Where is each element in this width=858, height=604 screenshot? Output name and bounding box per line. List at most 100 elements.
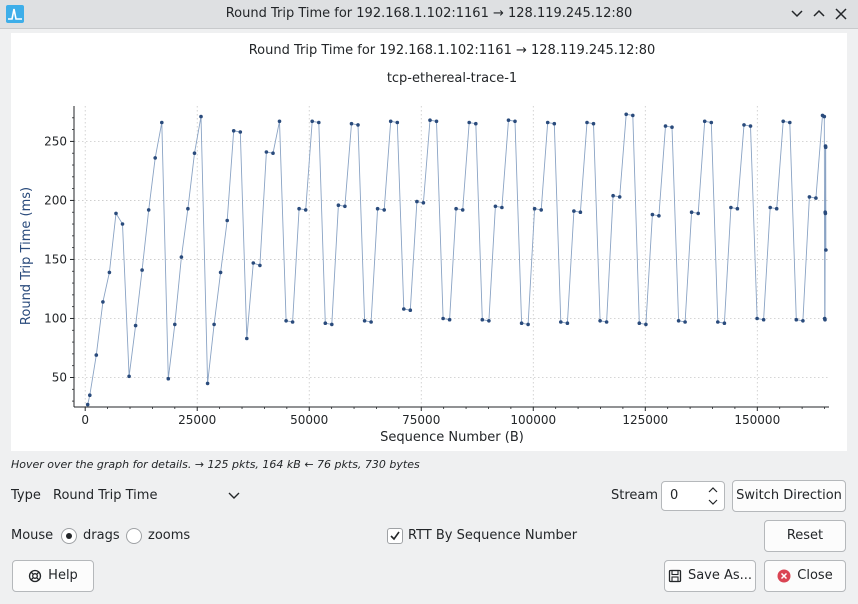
rtt-point	[271, 151, 275, 155]
title-bar: Round Trip Time for 192.168.1.102:1161 →…	[0, 0, 858, 29]
y-tick-label: 100	[44, 311, 67, 325]
rtt-point	[120, 222, 125, 226]
graph-area[interactable]: Round Trip Time for 192.168.1.102:1161 →…	[11, 33, 847, 451]
rtt-point	[768, 205, 772, 210]
rtt-point	[611, 193, 615, 198]
rtt-point	[382, 208, 387, 212]
rtt-point	[807, 195, 812, 199]
rtt-point	[114, 211, 118, 216]
reset-button[interactable]: Reset	[764, 520, 846, 552]
chevron-up-icon	[813, 9, 825, 17]
rtt-point	[676, 319, 681, 323]
rtt-point	[801, 319, 805, 323]
close-label: Close	[797, 568, 833, 583]
x-axis-label: Sequence Number (B)	[380, 430, 524, 445]
rtt-point	[748, 124, 753, 128]
rtt-point	[689, 210, 694, 214]
rtt-point	[434, 119, 439, 124]
rtt-point	[761, 317, 766, 322]
y-tick-label: 200	[44, 193, 67, 207]
rtt-point	[617, 195, 622, 199]
rtt-point	[343, 204, 347, 209]
rtt-point	[696, 211, 700, 216]
rtt-point	[663, 124, 668, 128]
spin-down-icon[interactable]	[707, 497, 719, 507]
rtt-point	[428, 118, 432, 122]
rtt-point	[369, 320, 373, 324]
rtt-by-seq-label[interactable]: RTT By Sequence Number	[408, 528, 578, 543]
rtt-point	[447, 317, 452, 322]
rtt-point	[421, 201, 426, 205]
rtt-point	[133, 323, 138, 328]
rtt-point	[637, 321, 642, 326]
rtt-point	[460, 208, 465, 212]
rtt-point	[532, 206, 537, 211]
type-combo[interactable]: Round Trip Time	[44, 482, 250, 510]
rtt-point	[388, 119, 393, 124]
rtt-point	[356, 123, 360, 127]
rtt-point	[670, 125, 674, 129]
rtt-point	[559, 320, 563, 324]
rtt-point	[153, 156, 157, 160]
switch-direction-button[interactable]: Switch Direction	[732, 480, 846, 512]
rtt-point	[824, 248, 828, 252]
rtt-point	[402, 307, 406, 311]
rtt-point	[467, 120, 472, 125]
rtt-point	[722, 321, 727, 326]
save-as-label: Save As...	[687, 568, 753, 583]
rtt-point	[814, 196, 818, 200]
rtt-point	[822, 114, 827, 119]
rtt-point	[303, 208, 308, 212]
rtt-chart[interactable]: Round Trip Time for 192.168.1.102:1161 →…	[11, 33, 847, 451]
rtt-point	[362, 319, 367, 323]
y-tick-label: 250	[44, 134, 67, 148]
rtt-point	[317, 120, 321, 125]
spin-up-icon[interactable]	[707, 485, 719, 495]
rtt-point	[578, 210, 583, 214]
rtt-point	[85, 402, 90, 407]
rtt-point	[604, 320, 609, 324]
save-as-button[interactable]: Save As...	[664, 560, 756, 592]
close-icon	[835, 8, 847, 20]
chevron-down-icon	[228, 492, 240, 499]
rtt-point	[709, 120, 714, 125]
rtt-point	[88, 393, 92, 398]
rtt-point	[454, 206, 458, 211]
stream-value: 0	[670, 488, 679, 503]
zooms-radio[interactable]	[126, 528, 142, 544]
rtt-point	[500, 205, 504, 210]
rtt-point	[323, 321, 328, 326]
rtt-point	[127, 374, 131, 379]
rtt-point	[140, 268, 144, 272]
help-button[interactable]: Help	[12, 560, 94, 592]
rtt-point	[290, 320, 295, 324]
minimize-button[interactable]	[786, 4, 808, 24]
tick-labels: 50 100 150 200 250 0 25000 50000 75000 100000 1250…	[44, 134, 780, 427]
stream-spinbox[interactable]: 0	[661, 481, 725, 511]
close-circle-icon	[777, 569, 791, 582]
rtt-point	[199, 114, 203, 119]
close-window-button[interactable]	[830, 4, 852, 24]
rtt-point	[375, 206, 380, 211]
close-button[interactable]: Close	[764, 560, 846, 592]
rtt-point	[231, 129, 236, 133]
rtt-point	[519, 321, 524, 326]
rtt-point	[742, 123, 746, 127]
rtt-point	[657, 214, 661, 218]
rtt-point	[186, 206, 190, 211]
rtt-point	[598, 319, 602, 323]
rtt-point	[101, 300, 105, 304]
rtt-by-seq-checkbox[interactable]	[387, 528, 403, 544]
rtt-point	[702, 119, 707, 124]
zooms-label[interactable]: zooms	[148, 528, 191, 543]
rtt-point	[245, 336, 249, 341]
rtt-point	[631, 113, 635, 118]
x-tick-label: 0	[81, 413, 89, 427]
rtt-point	[277, 119, 282, 124]
maximize-button[interactable]	[808, 4, 830, 24]
drags-radio[interactable]	[61, 528, 77, 544]
rtt-point	[794, 317, 799, 322]
rtt-point	[415, 199, 419, 204]
rtt-point	[251, 261, 256, 265]
drags-label[interactable]: drags	[83, 528, 120, 543]
